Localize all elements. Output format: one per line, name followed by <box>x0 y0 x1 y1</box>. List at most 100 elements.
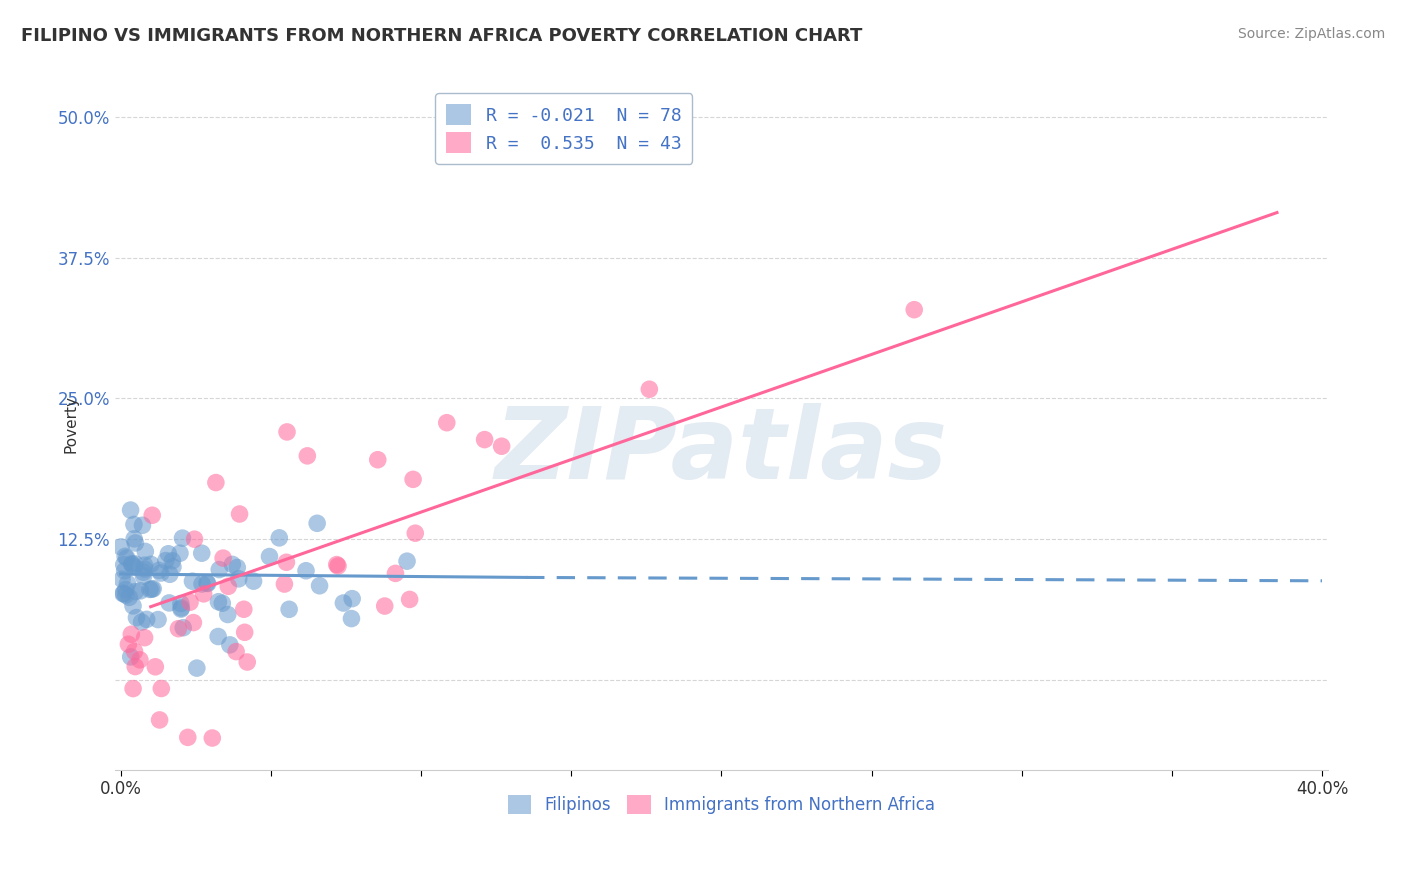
Point <box>132 569 155 583</box>
Point <box>191 577 214 591</box>
Point <box>183 532 205 546</box>
Point <box>208 563 231 577</box>
Legend: Filipinos, Immigrants from Northern Africa: Filipinos, Immigrants from Northern Afri… <box>498 785 945 824</box>
Point <box>129 583 152 598</box>
Point <box>162 560 184 574</box>
Point <box>111 586 134 600</box>
Point <box>112 558 135 572</box>
Point <box>307 516 329 531</box>
Point <box>903 302 925 317</box>
Text: FILIPINO VS IMMIGRANTS FROM NORTHERN AFRICA POVERTY CORRELATION CHART: FILIPINO VS IMMIGRANTS FROM NORTHERN AFR… <box>21 27 862 45</box>
Point <box>157 596 180 610</box>
Point <box>491 439 513 453</box>
Point <box>134 558 156 573</box>
Point <box>402 472 425 486</box>
Point <box>134 631 156 645</box>
Point <box>159 567 181 582</box>
Point <box>131 615 153 629</box>
Point <box>273 577 295 591</box>
Point <box>228 507 250 521</box>
Point <box>177 731 200 745</box>
Point <box>121 557 143 571</box>
Point <box>217 607 239 622</box>
Point <box>638 382 661 396</box>
Point <box>170 602 193 616</box>
Point <box>374 599 396 613</box>
Point <box>207 630 229 644</box>
Point <box>110 540 132 554</box>
Point <box>146 613 169 627</box>
Point <box>205 475 228 490</box>
Point <box>149 566 172 580</box>
Point <box>190 546 212 560</box>
Point <box>218 638 240 652</box>
Point <box>276 555 298 569</box>
Point <box>125 610 148 624</box>
Point <box>332 596 354 610</box>
Point <box>207 595 229 609</box>
Text: ZIPatlas: ZIPatlas <box>495 403 948 500</box>
Point <box>183 615 205 630</box>
Point <box>404 526 426 541</box>
Point <box>124 644 146 658</box>
Point <box>162 554 184 568</box>
Point <box>139 558 162 572</box>
Point <box>122 560 145 574</box>
Point <box>297 449 319 463</box>
Point <box>124 584 146 599</box>
Point <box>269 531 291 545</box>
Point <box>228 572 250 586</box>
Point <box>367 452 389 467</box>
Point <box>170 601 193 615</box>
Point <box>143 660 166 674</box>
Point <box>114 588 136 602</box>
Point <box>141 508 163 523</box>
Point <box>396 554 419 568</box>
Point <box>278 602 301 616</box>
Point <box>236 655 259 669</box>
Point <box>121 558 143 572</box>
Point <box>148 563 170 577</box>
Point <box>115 551 138 566</box>
Point <box>114 549 136 564</box>
Point <box>117 637 139 651</box>
Point <box>172 621 194 635</box>
Point <box>340 591 363 606</box>
Point <box>142 582 165 596</box>
Point <box>122 599 145 613</box>
Point <box>139 582 162 597</box>
Point <box>150 681 173 696</box>
Point <box>122 681 145 696</box>
Point <box>135 612 157 626</box>
Point <box>124 659 146 673</box>
Point <box>157 547 180 561</box>
Point <box>122 532 145 546</box>
Point <box>295 564 318 578</box>
Point <box>233 625 256 640</box>
Point <box>131 518 153 533</box>
Point <box>124 557 146 571</box>
Point <box>384 566 406 581</box>
Point <box>197 576 219 591</box>
Point <box>326 558 349 572</box>
Point <box>276 425 298 439</box>
Point <box>212 551 235 566</box>
Point <box>134 544 156 558</box>
Point <box>398 592 420 607</box>
Point <box>120 503 142 517</box>
Point <box>114 564 136 578</box>
Point <box>114 582 136 597</box>
Point <box>211 596 233 610</box>
Point <box>201 731 224 745</box>
Point <box>242 574 264 589</box>
Point <box>221 558 243 572</box>
Point <box>117 576 139 591</box>
Point <box>232 602 254 616</box>
Point <box>226 560 249 574</box>
Point <box>436 416 458 430</box>
Text: Source: ZipAtlas.com: Source: ZipAtlas.com <box>1237 27 1385 41</box>
Point <box>149 713 172 727</box>
Text: Poverty: Poverty <box>63 395 79 453</box>
Point <box>186 661 208 675</box>
Point <box>112 586 135 600</box>
